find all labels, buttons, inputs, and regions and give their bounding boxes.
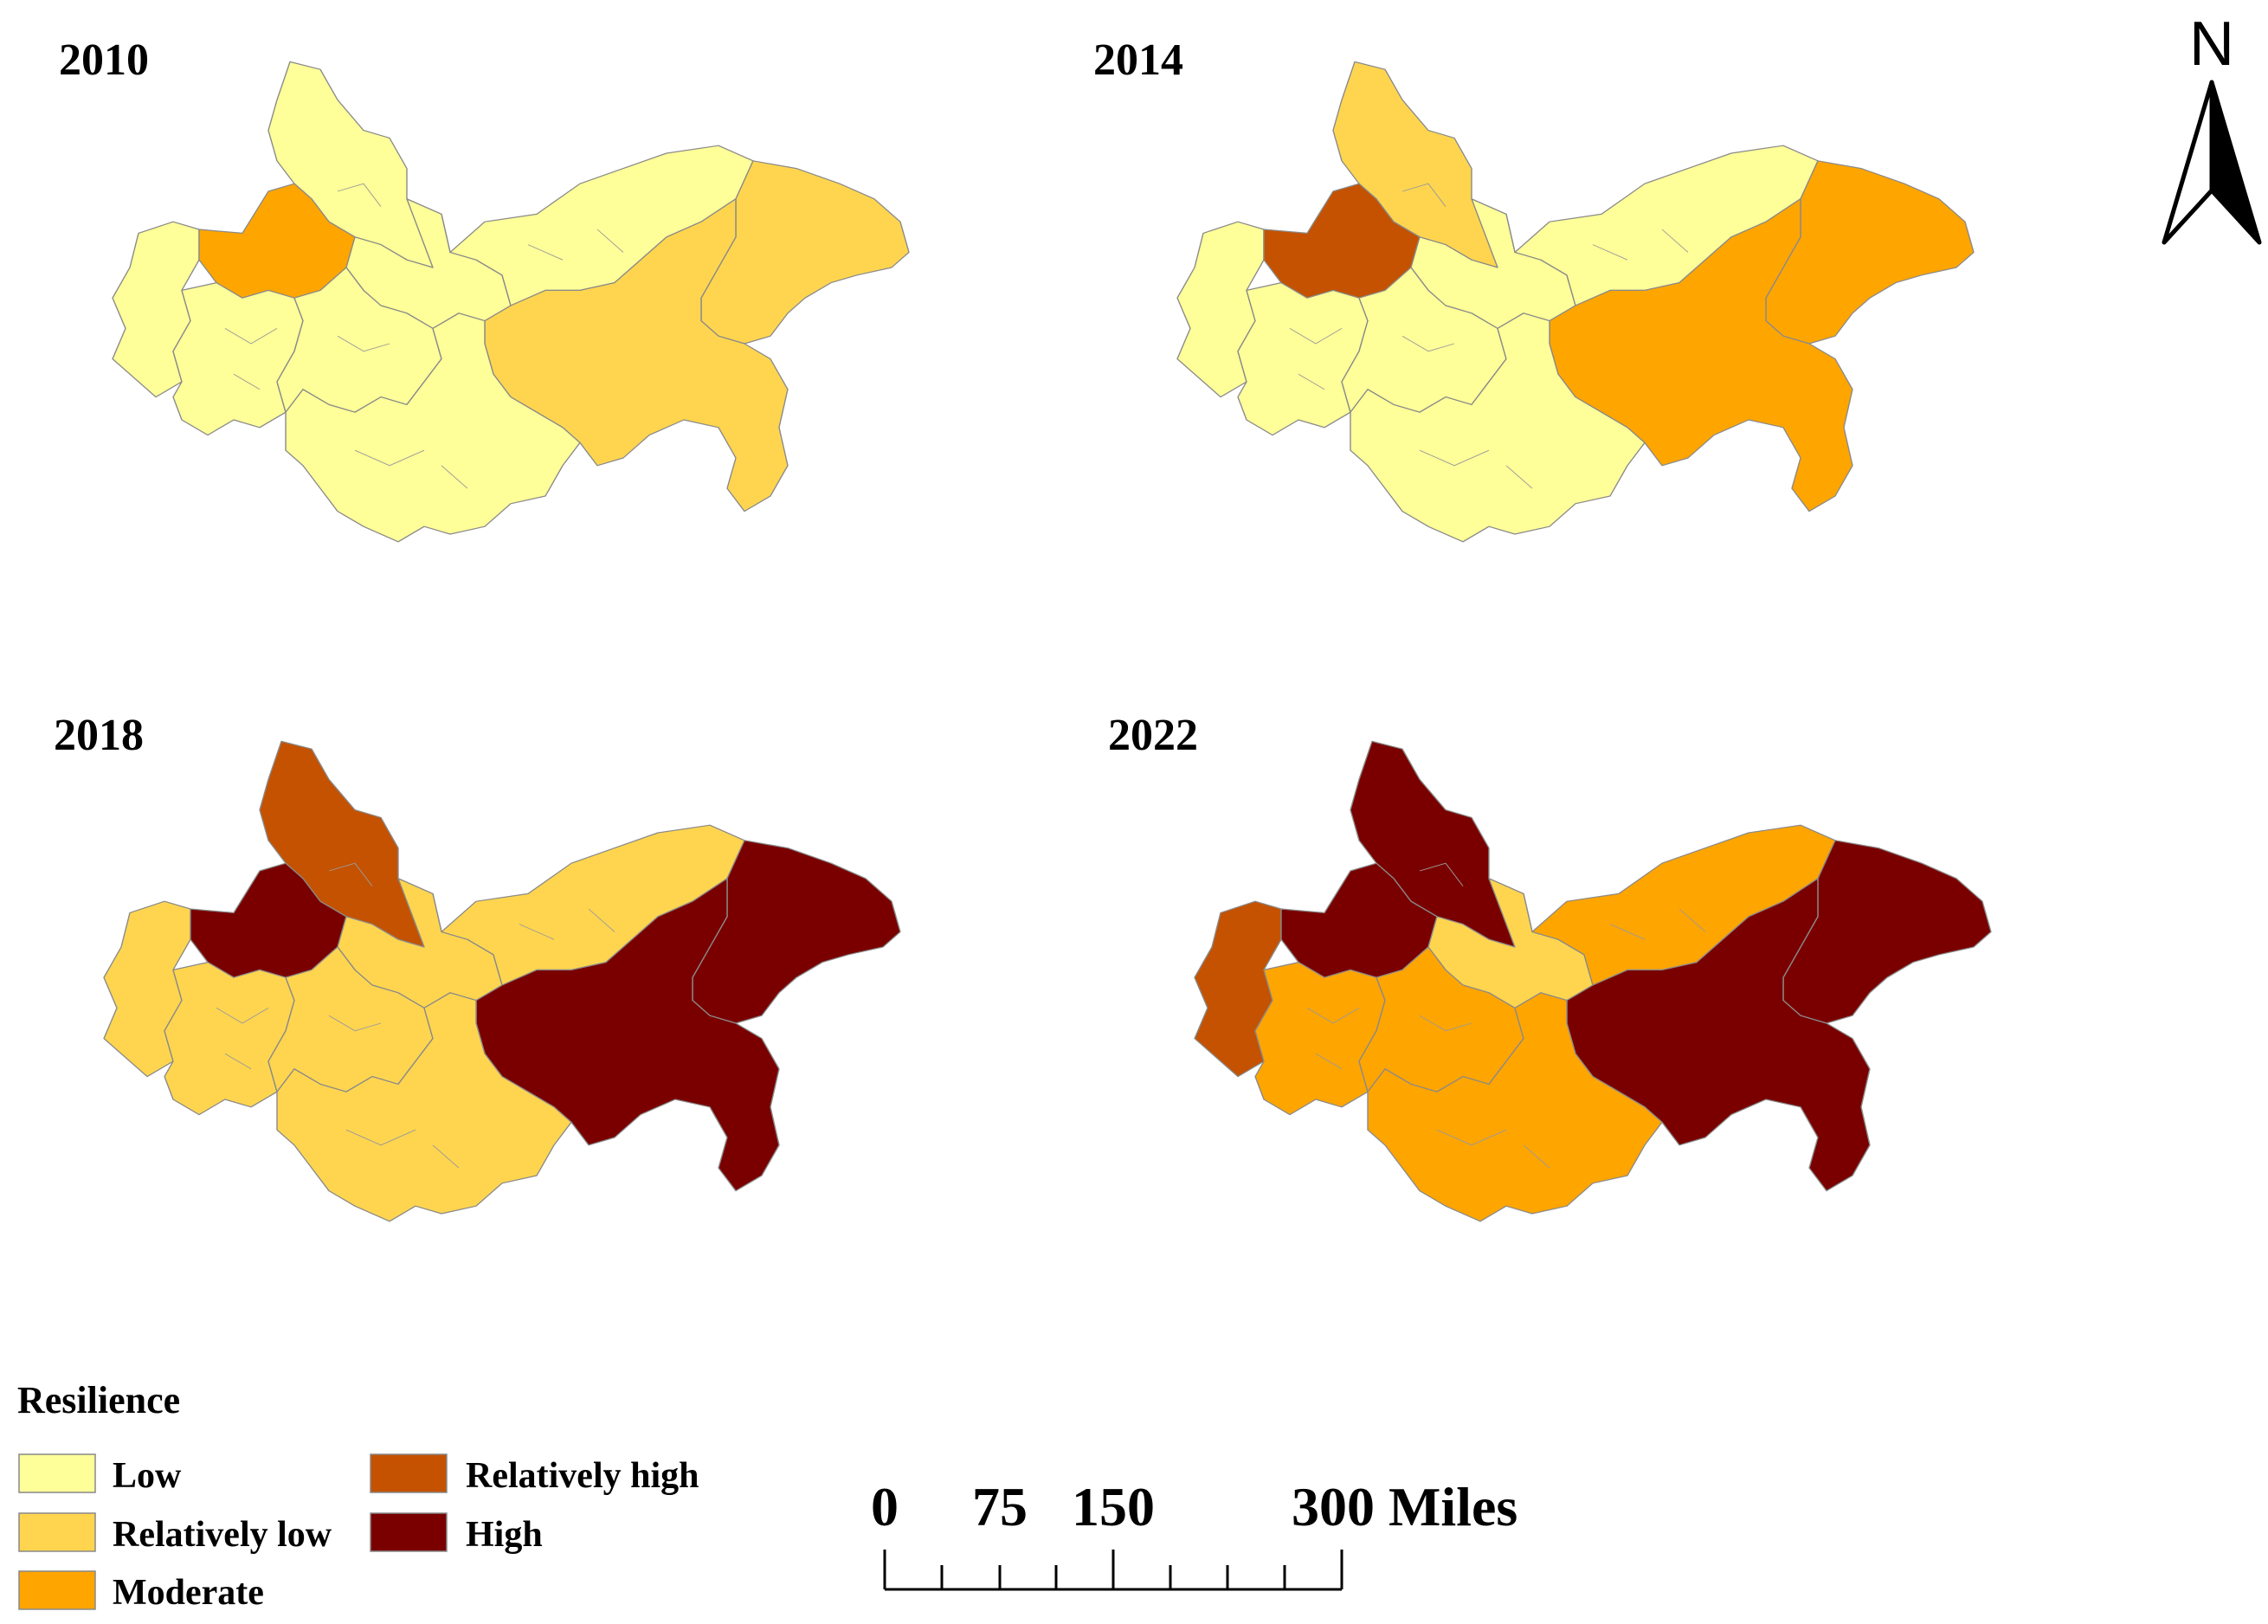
year-label-2018: 2018: [54, 711, 144, 760]
legend-swatch: [370, 1453, 448, 1493]
region-south: [285, 313, 581, 543]
legend-item-relatively-high: Relatively high: [370, 1453, 699, 1496]
legend-swatch: [18, 1570, 96, 1610]
map-panel-2022: 2022: [1108, 711, 1992, 1222]
scale-tick-label-300: 300 Miles: [1292, 1476, 1517, 1537]
legend-item-low: Low: [18, 1453, 182, 1496]
year-label-2014: 2014: [1093, 35, 1183, 85]
legend: Resilience Low Relatively low Moderate R…: [17, 1379, 699, 1613]
year-label-2022: 2022: [1108, 711, 1198, 760]
scale-tick-label-150: 150: [1072, 1476, 1155, 1537]
map-panel-2010: 2010: [59, 35, 910, 543]
legend-swatch: [18, 1512, 96, 1552]
scale-bar: 0 75 150 300 Miles: [871, 1476, 1517, 1591]
choropleth-2022: [1194, 740, 1992, 1222]
region-southwest: [172, 281, 304, 436]
scale-tick-label-0: 0: [871, 1476, 899, 1537]
legend-item-moderate: Moderate: [18, 1570, 264, 1613]
legend-label: Relatively high: [466, 1456, 699, 1496]
legend-swatch: [370, 1512, 448, 1552]
region-southwest: [164, 961, 295, 1116]
scale-tick-label-75: 75: [972, 1476, 1028, 1537]
map-panel-2018: 2018: [54, 711, 901, 1222]
north-label: N: [2189, 10, 2234, 79]
choropleth-2018: [103, 740, 901, 1222]
legend-item-high: High: [370, 1512, 543, 1555]
region-south: [1350, 313, 1646, 543]
legend-title: Resilience: [17, 1379, 180, 1421]
north-arrow: N: [2162, 10, 2262, 245]
choropleth-2010: [112, 61, 910, 543]
legend-swatch: [18, 1453, 96, 1493]
region-southwest: [1254, 961, 1386, 1116]
year-label-2010: 2010: [59, 35, 149, 85]
north-arrow-icon: [2162, 80, 2262, 245]
choropleth-2014: [1176, 61, 1975, 543]
legend-label: Low: [113, 1456, 182, 1496]
region-south: [276, 992, 572, 1222]
scale-bar-line: [883, 1550, 1343, 1591]
legend-item-relatively-low: Relatively low: [18, 1512, 332, 1555]
region-south: [1367, 992, 1663, 1222]
region-southwest: [1237, 281, 1369, 436]
legend-label: High: [466, 1515, 543, 1555]
legend-label: Relatively low: [113, 1515, 332, 1555]
map-panel-2014: 2014: [1093, 35, 1975, 543]
legend-label: Moderate: [113, 1573, 264, 1613]
